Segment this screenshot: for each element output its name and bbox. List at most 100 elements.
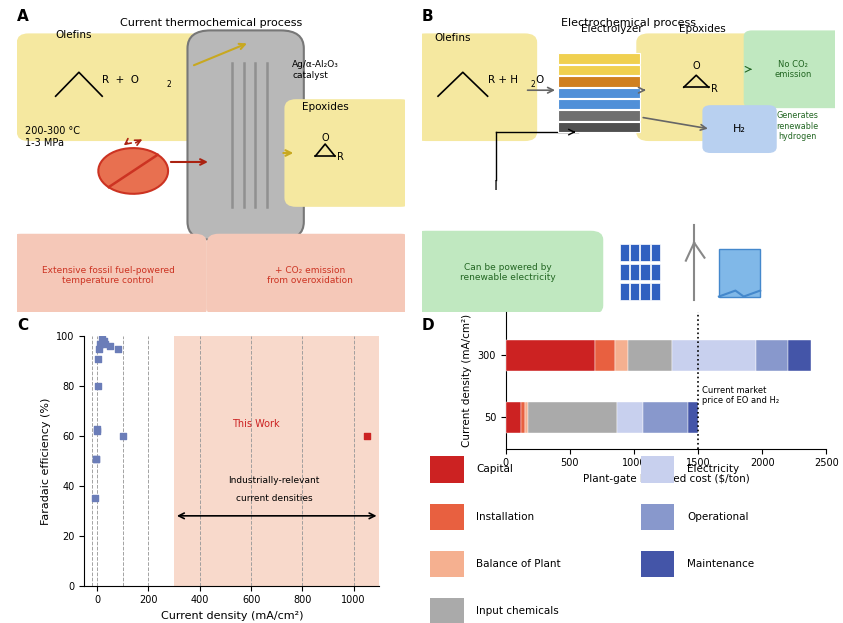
Bar — [651, 244, 660, 260]
Bar — [630, 244, 639, 260]
Point — [88, 493, 101, 503]
Bar — [627, 340, 673, 371]
Bar — [641, 244, 649, 260]
Bar — [558, 110, 641, 121]
Bar — [506, 402, 521, 433]
Text: R  +  O: R + O — [102, 75, 139, 85]
Text: Operational: Operational — [687, 511, 749, 521]
Text: O: O — [321, 133, 329, 143]
Point — [103, 341, 116, 351]
Bar — [430, 503, 464, 530]
Bar — [641, 503, 674, 530]
Bar — [430, 457, 464, 483]
Text: Generates
renewable
hydrogen: Generates renewable hydrogen — [776, 111, 819, 141]
Bar — [615, 340, 627, 371]
Text: A: A — [17, 9, 29, 24]
Text: 2: 2 — [531, 80, 535, 88]
X-axis label: Plant-gate levelized cost ($/ton): Plant-gate levelized cost ($/ton) — [583, 474, 749, 484]
Point — [90, 424, 104, 434]
Point — [89, 454, 103, 464]
Point — [89, 454, 103, 464]
Bar — [630, 264, 639, 280]
FancyBboxPatch shape — [744, 31, 843, 108]
Text: H₂: H₂ — [733, 124, 746, 134]
Text: B: B — [422, 9, 433, 24]
Text: Ag/α-Al₂O₃
catalyst: Ag/α-Al₂O₃ catalyst — [293, 60, 339, 80]
Text: 200-300 °C
1-3 MPa: 200-300 °C 1-3 MPa — [24, 126, 79, 148]
Bar — [641, 457, 674, 483]
Bar — [641, 283, 649, 300]
Text: Installation: Installation — [476, 511, 534, 521]
Point — [91, 381, 105, 391]
Point — [360, 431, 373, 441]
X-axis label: Current density (mA/cm²): Current density (mA/cm²) — [160, 611, 303, 621]
Bar — [643, 402, 688, 433]
Text: Epoxides: Epoxides — [679, 24, 726, 34]
Text: R: R — [337, 153, 344, 163]
Y-axis label: Faradaic efficiency (%): Faradaic efficiency (%) — [40, 397, 51, 525]
Point — [98, 339, 111, 349]
Point — [94, 339, 107, 349]
Bar — [620, 264, 629, 280]
FancyBboxPatch shape — [284, 99, 412, 207]
Text: I: I — [494, 179, 498, 193]
Text: Input chemicals: Input chemicals — [476, 606, 559, 616]
Point — [90, 426, 104, 436]
Bar — [688, 402, 698, 433]
Text: current densities: current densities — [236, 494, 313, 503]
Bar — [528, 402, 617, 433]
Bar — [719, 249, 760, 297]
Bar — [641, 264, 649, 280]
Bar — [521, 402, 525, 433]
Text: This Work: This Work — [233, 419, 280, 429]
Bar — [558, 99, 641, 110]
Bar — [617, 402, 643, 433]
Bar — [620, 283, 629, 300]
Bar — [620, 244, 629, 260]
FancyBboxPatch shape — [636, 34, 760, 141]
Text: Electrochemical process: Electrochemical process — [561, 19, 695, 29]
FancyBboxPatch shape — [17, 34, 203, 141]
FancyBboxPatch shape — [9, 234, 207, 318]
Bar — [595, 340, 615, 371]
Point — [116, 431, 130, 441]
Text: Maintenance: Maintenance — [687, 559, 754, 569]
Point — [95, 334, 109, 344]
Text: O: O — [692, 61, 700, 71]
FancyBboxPatch shape — [207, 234, 412, 318]
Point — [111, 344, 125, 354]
Bar — [558, 76, 641, 87]
Text: Extensive fossil fuel-powered
temperature control: Extensive fossil fuel-powered temperatur… — [41, 266, 175, 285]
Bar — [651, 283, 660, 300]
Bar — [506, 340, 595, 371]
Text: R + H: R + H — [487, 75, 518, 85]
Text: Electricity: Electricity — [687, 465, 739, 475]
Bar — [641, 551, 674, 577]
Bar — [673, 340, 755, 371]
Text: O: O — [535, 75, 544, 85]
Text: R: R — [711, 83, 717, 93]
Text: No CO₂
emission: No CO₂ emission — [775, 60, 812, 79]
Text: Epoxides: Epoxides — [302, 102, 349, 112]
Text: Current market
price of EO and H₂: Current market price of EO and H₂ — [702, 386, 779, 406]
FancyBboxPatch shape — [187, 31, 303, 240]
Text: Olefins: Olefins — [434, 34, 470, 44]
Text: Olefins: Olefins — [56, 31, 92, 40]
FancyBboxPatch shape — [702, 105, 776, 153]
Point — [92, 354, 105, 364]
FancyBboxPatch shape — [413, 231, 604, 315]
Bar — [558, 54, 641, 64]
Bar — [630, 283, 639, 300]
Text: Capital: Capital — [476, 465, 513, 475]
Text: Industrially-relevant: Industrially-relevant — [228, 477, 319, 485]
Text: Can be powered by
renewable electricity: Can be powered by renewable electricity — [460, 263, 556, 282]
Text: C: C — [17, 318, 28, 333]
Bar — [525, 402, 528, 433]
Y-axis label: Current density (mA/cm²): Current density (mA/cm²) — [462, 313, 472, 447]
Bar — [558, 65, 641, 75]
Bar — [651, 264, 660, 280]
Bar — [430, 551, 464, 577]
Text: 2: 2 — [166, 80, 171, 88]
Text: D: D — [422, 318, 434, 333]
Point — [97, 336, 110, 346]
